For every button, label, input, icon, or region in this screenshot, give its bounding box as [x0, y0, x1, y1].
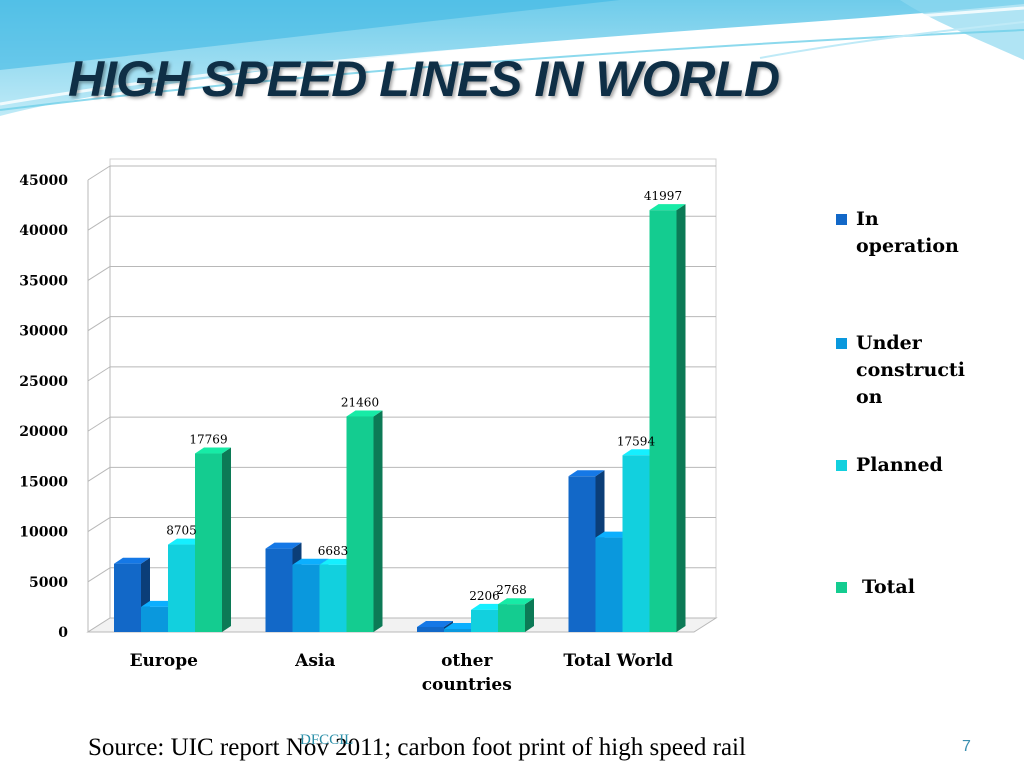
bar-front	[471, 609, 498, 632]
bar-front	[141, 606, 168, 632]
bar-front	[417, 626, 444, 632]
gridline-depth	[87, 215, 111, 231]
bar-front	[168, 544, 195, 632]
bar-front	[444, 628, 471, 632]
gridline-depth	[87, 366, 111, 382]
legend-label: In operation	[856, 208, 959, 257]
gridline-depth	[87, 266, 111, 281]
data-label: 17594	[617, 434, 656, 448]
gridline-depth	[87, 567, 111, 583]
data-label: 41997	[644, 189, 682, 203]
y-tick-label: 40000	[19, 223, 68, 239]
bar-side	[525, 598, 534, 632]
x-tick-label: Total World	[563, 651, 673, 671]
x-tick-label: Asia	[294, 651, 335, 671]
data-label: 17769	[189, 433, 227, 447]
bar-front	[114, 563, 141, 632]
x-tick-label: other countries	[422, 651, 512, 695]
bar-top	[568, 470, 605, 477]
gridline-depth	[87, 316, 111, 332]
bar-front	[292, 564, 320, 632]
bar	[649, 204, 686, 633]
bar-top	[292, 558, 329, 565]
page-number: 7	[962, 738, 971, 755]
y-tick-label: 20000	[19, 424, 68, 440]
x-tick-label: Europe	[130, 651, 198, 671]
bar-front	[595, 537, 623, 632]
footer-mark: DFCCIL	[300, 732, 354, 748]
y-tick-label: 30000	[19, 324, 68, 340]
y-tick-label: 25000	[19, 374, 68, 390]
bar	[498, 598, 534, 632]
data-label: 6683	[318, 544, 349, 558]
gridline-depth	[87, 165, 111, 181]
bar-front	[346, 416, 374, 632]
legend-label: Planned	[856, 454, 943, 476]
x-axis-ticks: Europe Asia other countries Total World	[130, 651, 674, 695]
legend-swatch	[836, 460, 847, 471]
gridline-depth	[87, 416, 111, 432]
source-note: Source: UIC report Nov 2011; carbon foot…	[88, 734, 746, 761]
bar-top	[265, 542, 302, 549]
bar-front	[568, 476, 596, 632]
legend-swatch	[836, 582, 847, 593]
bar-top	[195, 447, 231, 454]
legend-label: Total	[862, 576, 915, 598]
bar-side	[222, 447, 231, 632]
bar-top	[498, 598, 534, 605]
y-tick-label: 15000	[19, 474, 68, 490]
bar-front	[265, 548, 293, 632]
data-label: 2768	[496, 583, 527, 597]
bar-side	[676, 204, 686, 633]
bar-front	[195, 453, 222, 632]
bar-top	[649, 204, 686, 211]
data-label: 8705	[166, 524, 197, 538]
slide-title: HIGH SPEED LINES IN WORLD	[68, 51, 780, 107]
data-label: 21460	[341, 395, 379, 409]
gridline-depth	[87, 466, 111, 482]
bar-top	[417, 620, 453, 627]
header-decoration	[0, 0, 1024, 116]
y-tick-label: 45000	[19, 173, 68, 189]
y-tick-label: 35000	[19, 273, 68, 289]
y-tick-label: 10000	[19, 525, 68, 541]
gridline-depth	[87, 517, 111, 532]
bar-front	[498, 604, 525, 632]
legend-swatch	[836, 214, 847, 225]
y-tick-label: 5000	[29, 575, 68, 591]
bar	[346, 410, 383, 632]
data-label: 2206	[469, 589, 500, 603]
bar-top	[114, 557, 150, 564]
bar	[195, 447, 231, 632]
bar-side	[373, 410, 383, 632]
bar-front	[649, 210, 677, 633]
legend-label: Under constructi on	[856, 332, 965, 408]
legend-swatch	[836, 338, 847, 349]
bar-front	[622, 455, 650, 632]
bar-front	[319, 564, 347, 632]
bars	[114, 204, 686, 633]
bar-top	[346, 410, 383, 417]
y-axis-ticks: 0 5000 10000 15000 20000 25000 30000 35000 40000…	[19, 173, 68, 641]
y-tick-label: 0	[58, 625, 68, 641]
